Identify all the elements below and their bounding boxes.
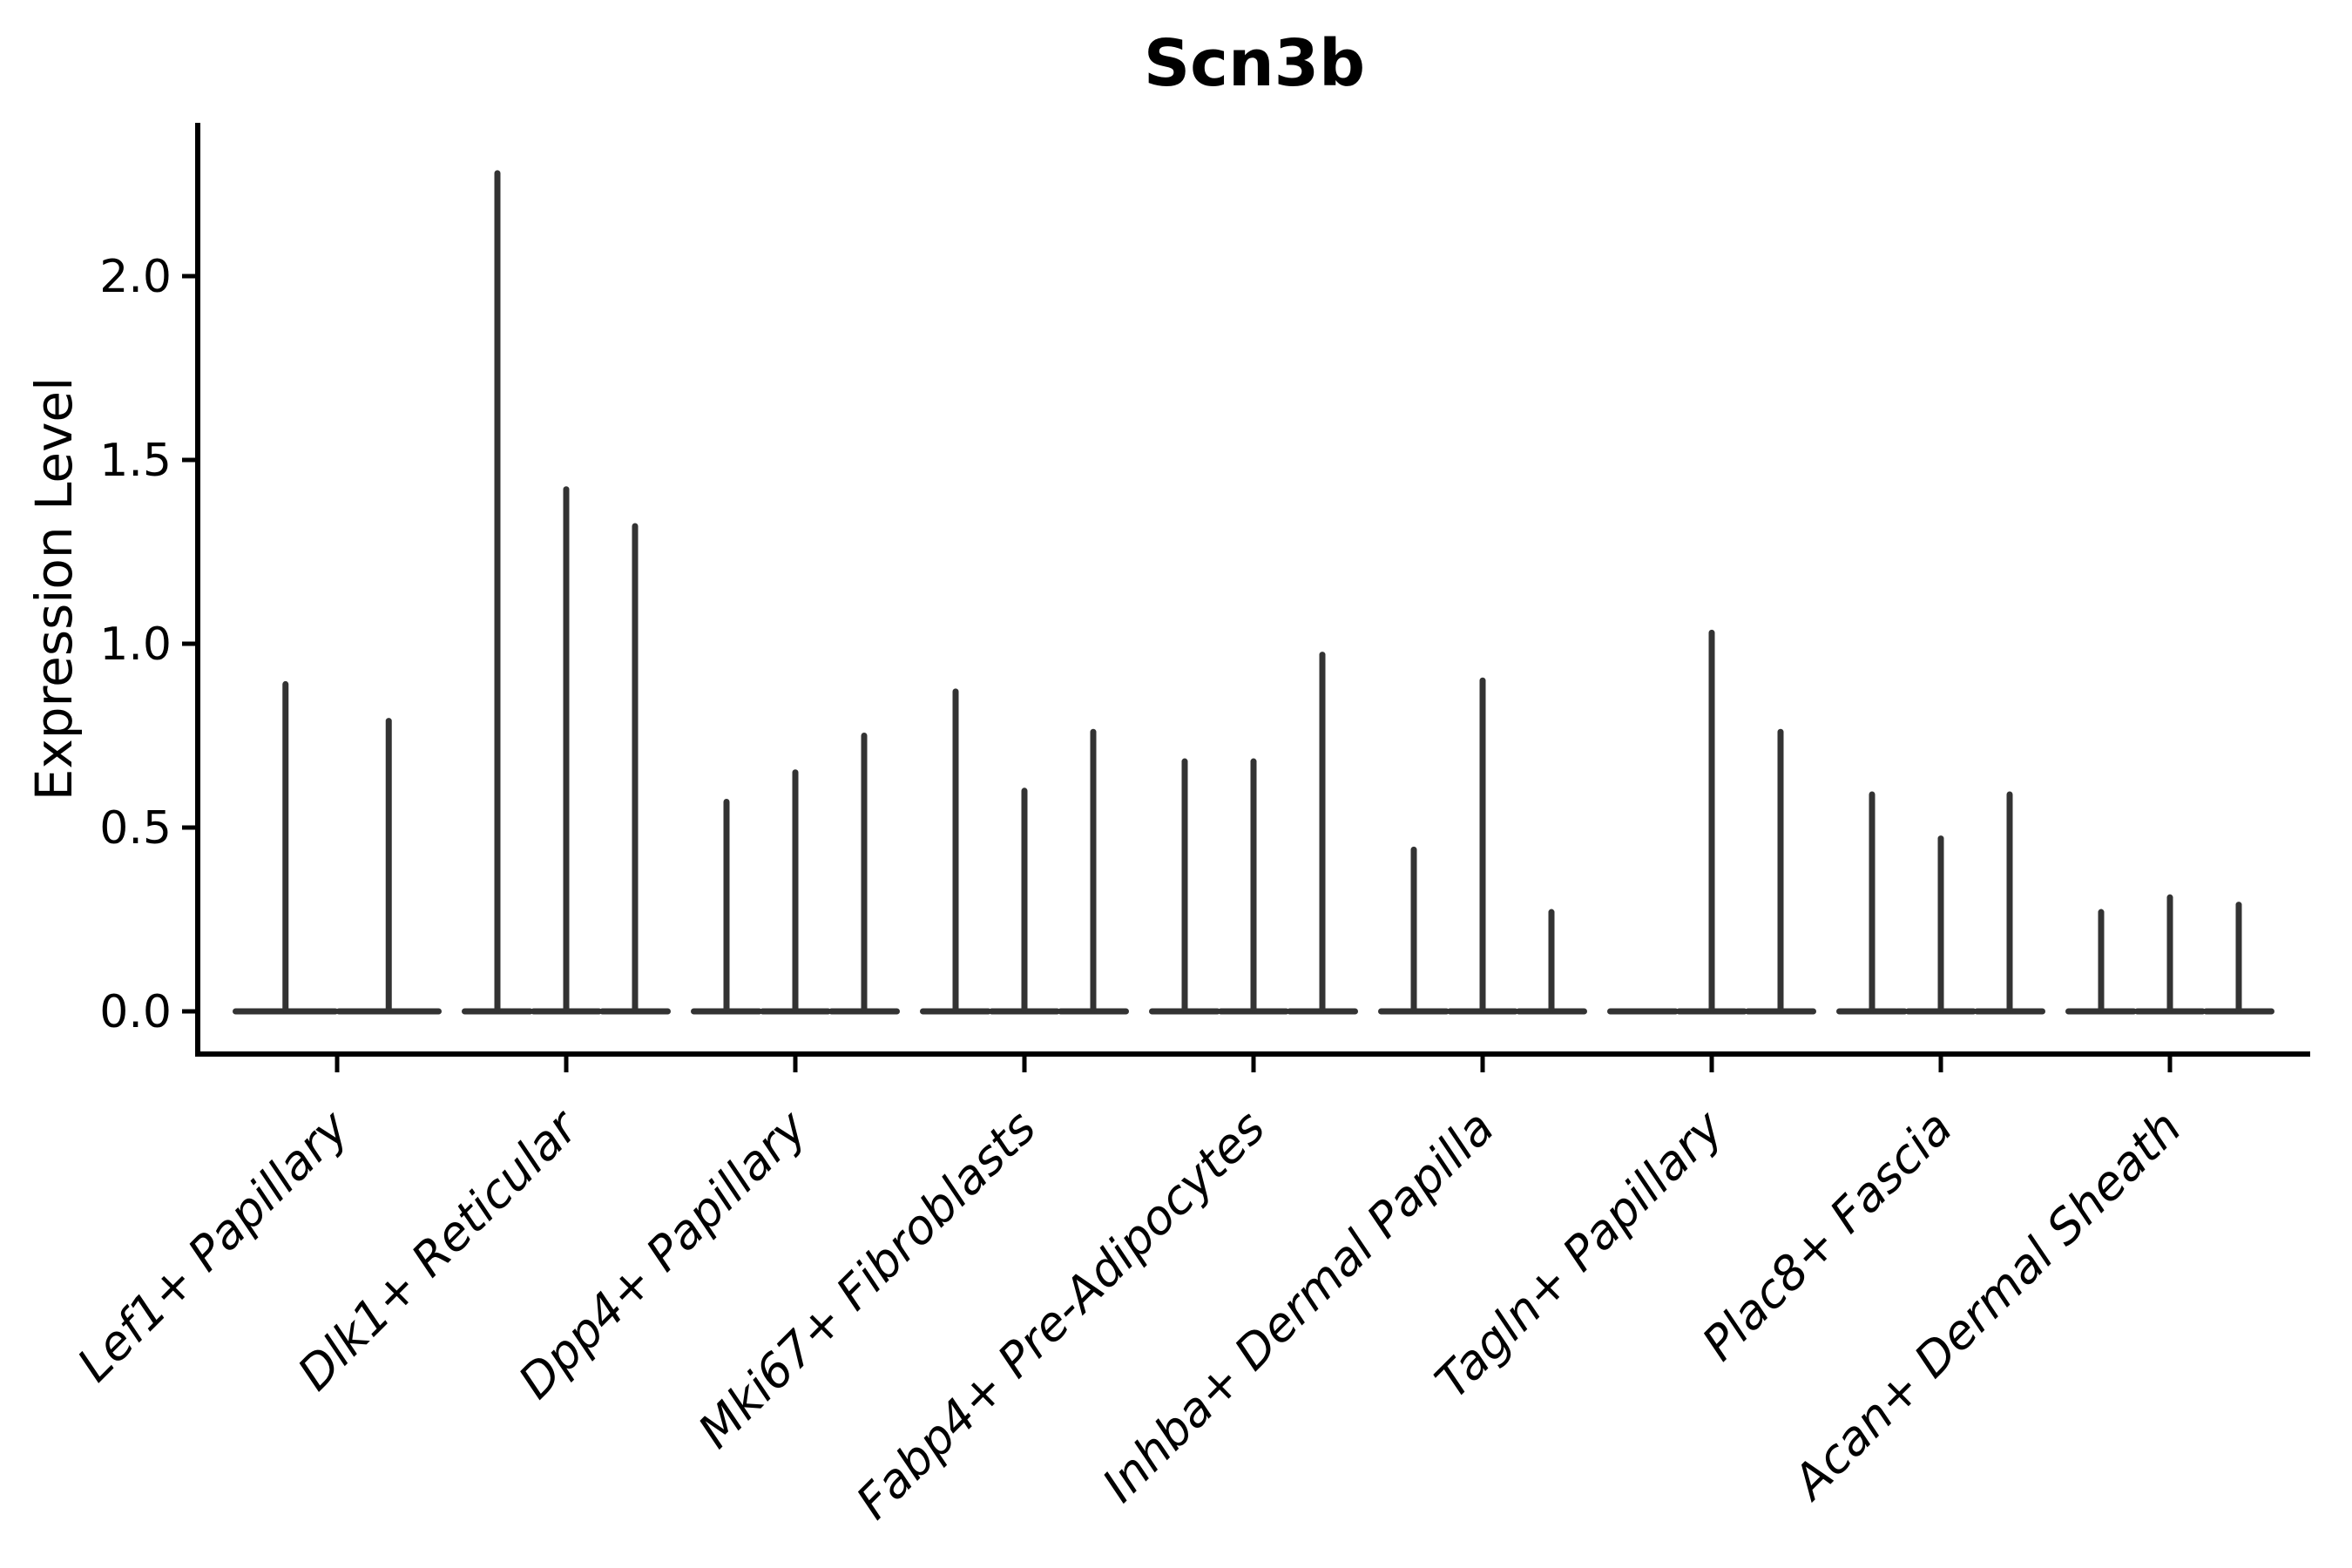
y-tick-label: 1.0 xyxy=(99,618,172,671)
x-tick-label: Inhba+ Dermal Papilla xyxy=(1092,1100,1504,1513)
y-tick-label: 0.5 xyxy=(99,802,172,855)
y-axis-label: Expression Level xyxy=(24,377,84,801)
y-tick-label: 2.0 xyxy=(99,251,172,303)
violin-layer xyxy=(233,170,2274,1015)
chart-title: Scn3b xyxy=(1144,26,1365,101)
y-tick-label: 0.0 xyxy=(99,986,172,1038)
x-tick-label: Acan+ Dermal Sheath xyxy=(1781,1100,2192,1511)
x-tick-label: Fabp4+ Pre-Adipocytes xyxy=(846,1100,1275,1530)
y-tick-label: 1.5 xyxy=(99,435,172,487)
